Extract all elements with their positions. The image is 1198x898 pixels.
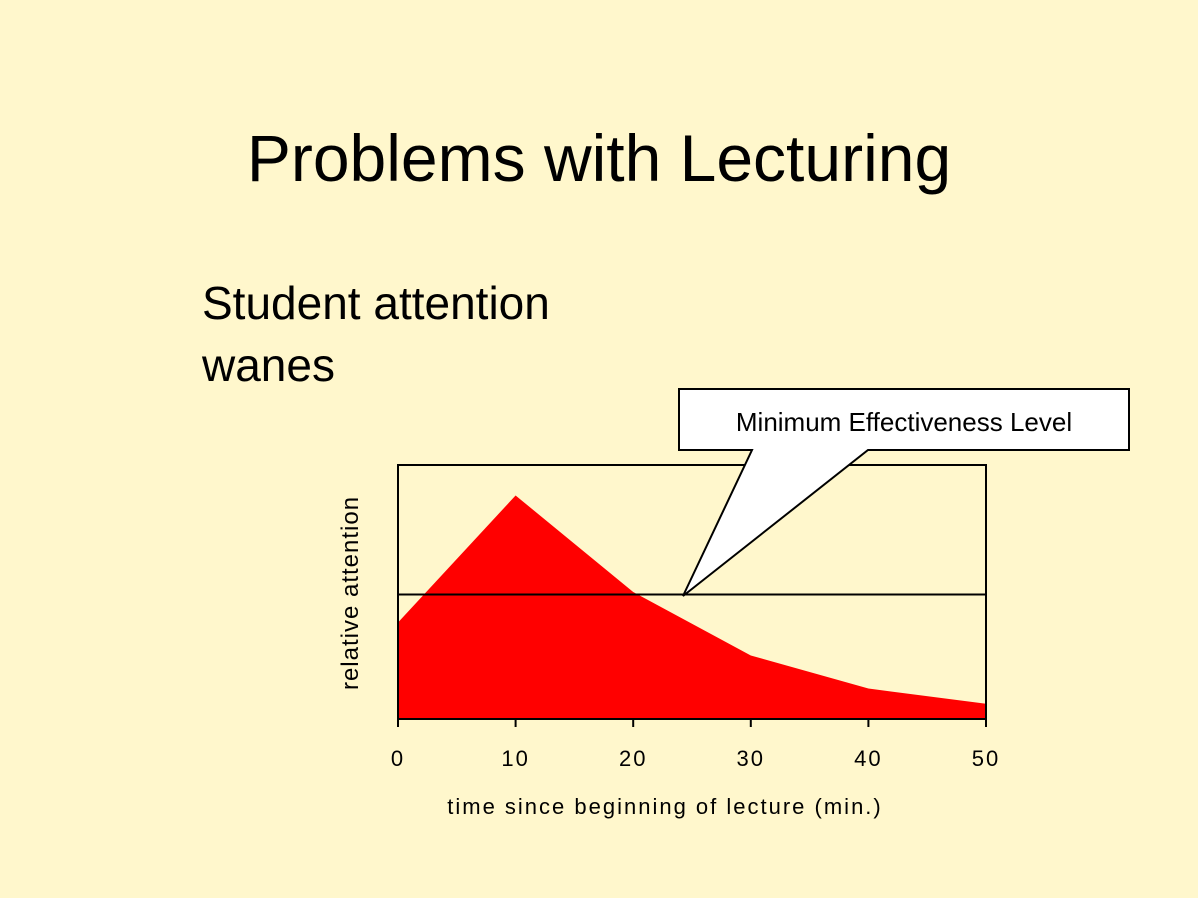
x-tick-label: 30 [737,746,765,771]
x-axis-ticks: 0 10 20 30 40 50 [391,719,1000,771]
callout: Minimum Effectiveness Level [678,388,1130,597]
x-tick-label: 0 [391,746,405,771]
subtitle-line-2: wanes [202,339,335,391]
subtitle-line-1: Student attention [202,277,550,329]
x-tick-label: 20 [619,746,647,771]
slide-subtitle: Student attention wanes [202,272,550,396]
plot-frame [397,464,987,720]
callout-box [678,388,1130,597]
x-tick-label: 50 [972,746,1000,771]
y-axis-label: relative attention [337,496,364,690]
attention-area [398,495,986,719]
slide-title: Problems with Lecturing [246,121,952,195]
x-tick-label: 10 [501,746,529,771]
callout-text: Minimum Effectiveness Level [736,407,1072,437]
x-axis-label: time since beginning of lecture (min.) [447,794,883,819]
x-tick-label: 40 [854,746,882,771]
